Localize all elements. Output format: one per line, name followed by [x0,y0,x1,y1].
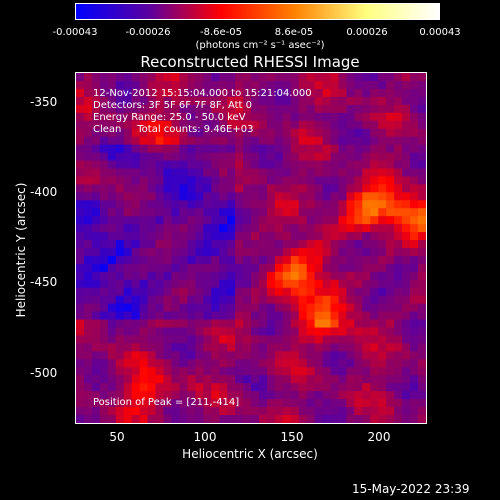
colorbar-tick-label: -0.00026 [125,27,171,38]
colorbar-tick-label: 8.6e-05 [274,27,314,38]
colorbar-tick-label: 0.00043 [419,27,461,38]
rhessi-image-plot [75,72,427,424]
colorbar-tick-label: 0.00026 [346,27,388,38]
clean-counts-text: Clean Total counts: 9.46E+03 [93,124,254,135]
energy-range-text: Energy Range: 25.0 - 50.0 keV [93,112,246,123]
x-tick-label: 200 [367,430,391,444]
timestamp: 15-May-2022 23:39 [352,482,470,496]
colorbar-tick-label: -8.6e-05 [200,27,242,38]
x-tick-label: 100 [193,430,217,444]
x-tick-label: 50 [109,430,125,444]
time-range-text: 12-Nov-2012 15:15:04.000 to 15:21:04.000 [93,88,312,99]
heatmap-image [76,73,426,423]
y-axis-label: Heliocentric Y (arcsec) [14,182,28,318]
x-axis-label: Heliocentric X (arcsec) [182,447,318,461]
y-tick-label: -350 [30,95,58,109]
y-tick-label: -400 [30,185,58,199]
colorbar-tick-label: -0.00043 [52,27,98,38]
image-title: Reconstructed RHESSI Image [140,53,360,71]
detectors-text: Detectors: 3F 5F 6F 7F 8F, Att 0 [93,100,253,111]
x-tick-label: 150 [280,430,304,444]
colorbar [75,3,440,20]
peak-position-text: Position of Peak = [211,-414] [93,397,240,408]
y-tick-label: -450 [30,275,58,289]
colorbar-units: (photons cm⁻² s⁻¹ asec⁻²) [195,40,325,51]
y-tick-label: -500 [30,366,58,380]
